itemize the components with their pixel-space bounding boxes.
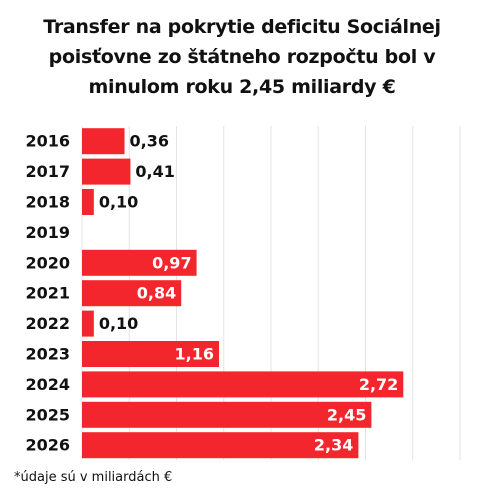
bar	[82, 371, 404, 398]
bar	[82, 432, 359, 459]
y-tick-label: 2021	[25, 284, 70, 303]
y-tick-label: 2017	[25, 162, 70, 181]
bar	[82, 189, 94, 215]
y-tick-label: 2025	[25, 405, 70, 424]
y-tick-label: 2020	[25, 253, 70, 272]
value-label: 2,45	[327, 405, 366, 424]
bar	[82, 158, 131, 185]
bar	[82, 249, 197, 276]
chart: 2016 0,36 2017 0,41 2018 0,10 2019 2020 0,97 2021…	[25, 126, 461, 461]
bar	[82, 341, 220, 367]
value-label: 0,41	[135, 162, 174, 181]
value-label: 0,36	[130, 132, 169, 151]
value-label: 0,84	[137, 284, 176, 303]
value-label: 2,72	[359, 375, 398, 394]
bar	[82, 280, 182, 307]
bar	[82, 128, 125, 155]
value-label: 0,97	[152, 253, 191, 272]
y-tick-label: 2023	[25, 345, 70, 364]
y-tick-label: 2024	[25, 375, 70, 394]
bar	[82, 310, 94, 337]
value-label: 0,10	[99, 193, 138, 212]
y-tick-label: 2026	[25, 436, 70, 455]
y-tick-label: 2018	[25, 193, 70, 212]
footnote: *údaje sú v miliardách €	[14, 470, 173, 485]
y-tick-label: 2022	[25, 314, 70, 333]
value-label: 2,34	[314, 436, 353, 455]
value-label: 1,16	[175, 345, 214, 364]
value-label: 0,10	[99, 314, 138, 333]
y-tick-label: 2016	[25, 132, 70, 151]
y-tick-label: 2019	[25, 223, 70, 242]
bar	[82, 401, 372, 428]
chart-title: Transfer na pokrytie deficitu Sociálnej …	[43, 16, 441, 98]
